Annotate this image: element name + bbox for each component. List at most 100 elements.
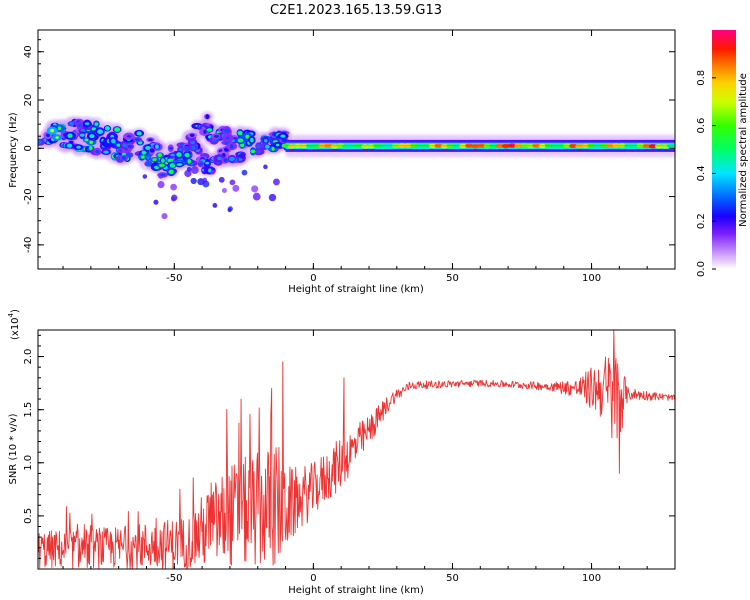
spectrogram-peak	[89, 145, 93, 151]
spectrogram-peak	[89, 140, 94, 145]
spectrogram-peak	[205, 114, 210, 120]
stable-band-cell	[501, 143, 510, 149]
stable-band-cell	[336, 143, 345, 148]
colorbar-tick-label: 0.0	[696, 261, 707, 277]
spectrogram-peak	[136, 131, 142, 136]
spectrogram-peak	[159, 163, 165, 167]
spectrogram-peak	[126, 152, 133, 158]
snr-marks	[38, 330, 675, 569]
snr-x-tick-label: 0	[310, 573, 316, 584]
spectrogram-peak	[176, 152, 182, 157]
colorbar-tick-label: 0.4	[696, 165, 707, 181]
spectrogram-y-tick-label: 0	[23, 145, 34, 151]
stable-band-cell	[520, 143, 529, 148]
spectrogram-peak	[223, 158, 228, 162]
snr-x-tick-label: -50	[166, 573, 182, 584]
spectrogram-x-tick-label: -50	[166, 273, 182, 284]
stable-band-cell	[667, 143, 675, 149]
spectrogram-panel: -50 0 50 100 -40 -20 0 20 40 Height of straight …	[8, 29, 676, 295]
stable-band-cell	[318, 143, 327, 149]
stable-band-cell	[599, 143, 608, 148]
spectrogram-peak	[169, 163, 176, 168]
spectrogram-y-axis-label: Frequency (Hz)	[8, 112, 19, 188]
spectrogram-outlier	[184, 169, 192, 178]
spectrogram-peak	[94, 122, 99, 126]
stable-band-cell	[575, 144, 584, 149]
stable-band-cell	[538, 143, 547, 149]
spectrogram-marks	[38, 111, 675, 220]
spectrogram-peak	[271, 146, 275, 151]
stable-band-cell	[312, 144, 321, 149]
stable-band-cell	[624, 143, 633, 149]
spectrogram-peak	[57, 126, 62, 131]
spectrogram-peak	[84, 138, 89, 142]
spectrogram-x-tick-label: 100	[582, 273, 601, 284]
spectrogram-peak	[245, 134, 250, 139]
colorbar-gradient	[712, 30, 736, 269]
stable-band-cell	[452, 143, 461, 149]
spectrogram-peak	[217, 156, 222, 161]
spectrogram-peak	[198, 162, 203, 166]
snr-multiplier-close: )	[10, 309, 21, 313]
stable-band-cell	[489, 144, 498, 149]
stable-band-cell	[299, 143, 308, 149]
stable-band-cell	[660, 144, 669, 149]
spectrogram-peak	[226, 136, 230, 140]
spectrogram-outlier	[229, 179, 236, 186]
stable-band-cell	[618, 143, 627, 148]
spectrogram-peak	[77, 123, 82, 127]
spectrogram-peak	[95, 150, 100, 154]
spectrogram-peak	[237, 130, 243, 136]
spectrogram-outlier	[221, 187, 227, 194]
spectrogram-outlier	[263, 164, 268, 170]
svg-text:(x104): (x104)	[7, 309, 21, 340]
spectrogram-peak	[170, 153, 176, 157]
spectrogram-peak	[76, 145, 81, 149]
spectrogram-outlier	[202, 180, 210, 188]
spectrogram-peak	[126, 135, 132, 138]
spectrogram-frame	[37, 29, 676, 270]
spectrogram-peak	[50, 128, 55, 133]
spectrogram-peak	[229, 144, 234, 149]
spectrogram-peak	[79, 133, 85, 137]
spectrogram-peak	[187, 159, 192, 164]
stable-band-cell	[385, 144, 394, 149]
stable-band-cell	[281, 143, 290, 148]
stable-band-cell	[587, 143, 596, 148]
snr-y-tick-label: 2.0	[23, 349, 34, 365]
stable-band-cell	[379, 144, 388, 149]
spectrogram-outlier	[227, 208, 232, 213]
spectrogram-peak	[152, 158, 157, 162]
snr-ticks: -50 0 50 100 0.5 1.0 1.5 2.0	[23, 330, 676, 584]
spectrogram-peak	[275, 143, 280, 147]
spectrogram-peak	[69, 121, 74, 126]
snr-multiplier-exp: 4	[7, 312, 15, 317]
spectrogram-peak	[189, 133, 195, 137]
colorbar-label: Normalized spectral amplitude	[738, 73, 749, 227]
colorbar-tick-label: 0.6	[696, 118, 707, 134]
spectrogram-peak	[67, 133, 73, 138]
spectrogram-outlier	[218, 176, 225, 183]
spectrogram-peak	[250, 137, 254, 143]
stable-band-cell	[465, 143, 474, 148]
spectrogram-peak	[168, 146, 173, 150]
spectrogram-peak	[116, 143, 121, 147]
spectrogram-outlier	[161, 213, 168, 220]
stable-band-cell	[648, 144, 657, 149]
spectrogram-peak	[148, 138, 153, 142]
stable-band-cell	[507, 143, 516, 148]
spectrogram-peak	[206, 128, 213, 132]
spectrogram-peak	[228, 156, 235, 162]
stable-band-cell	[483, 143, 492, 149]
spectrogram-peak	[280, 134, 286, 138]
spectrogram-peak	[149, 148, 155, 153]
spectrogram-peak	[250, 149, 256, 154]
spectrogram-peak	[281, 138, 287, 143]
stable-band-cell	[306, 143, 315, 149]
stable-band-cell	[367, 144, 376, 149]
snr-x-tick-label: 50	[446, 573, 459, 584]
stable-band-cell	[477, 143, 486, 148]
stable-band-cell	[605, 143, 614, 148]
spectrogram-peak	[114, 127, 121, 132]
